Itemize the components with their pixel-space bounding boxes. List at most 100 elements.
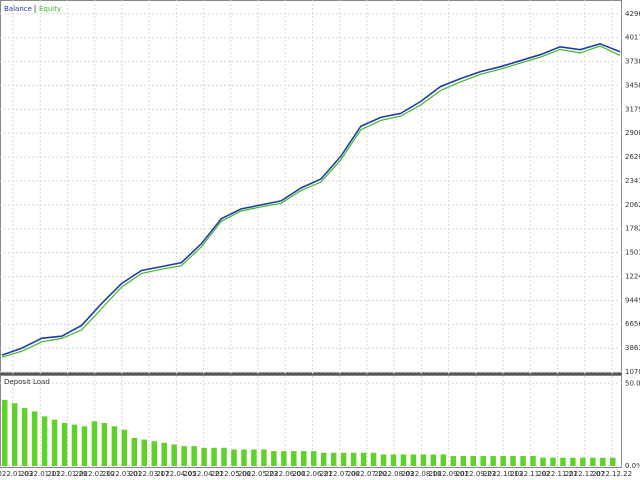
load-bar <box>600 457 606 466</box>
load-bar <box>231 449 237 466</box>
x-tick-label: 2022.06.21 <box>292 470 332 478</box>
y-tick-label: 23415 <box>625 177 640 185</box>
x-tick-label: 2022.11.02 <box>510 470 550 478</box>
load-bar <box>480 456 486 466</box>
load-bar <box>211 447 217 466</box>
load-bar <box>420 454 427 466</box>
y-tick-label: 3863 <box>625 344 640 352</box>
load-bar <box>261 449 267 466</box>
x-tick-label: 2022.09.01 <box>429 470 469 478</box>
load-bar <box>41 416 48 466</box>
load-bar <box>460 456 466 466</box>
x-tick-label: 2022.02.10 <box>75 470 115 478</box>
legend-equity: Equity <box>39 5 61 13</box>
load-bar <box>31 411 38 466</box>
y-tick-label: 15036 <box>625 249 640 257</box>
x-tick-label: 2022.07.06 <box>320 470 361 478</box>
labels: 1070 3863 6656 9449 12243 15036 17829 20622 2341… <box>0 10 640 478</box>
load-bar <box>490 456 496 466</box>
load-bar <box>2 399 8 466</box>
x-tick-label: 2022.08.16 <box>401 470 442 478</box>
load-bar <box>221 447 227 466</box>
load-bar <box>380 454 387 466</box>
load-bar <box>550 457 556 466</box>
load-bar <box>111 426 118 466</box>
load-bar <box>500 456 506 466</box>
load-bar <box>71 424 78 466</box>
load-bar <box>560 457 566 466</box>
load-bar <box>101 423 108 466</box>
x-tick-label: 2022.09.23 <box>456 470 496 478</box>
x-tick-label: 2022.03.17 <box>129 470 169 478</box>
y-tick-label: 40174 <box>625 34 640 42</box>
y-tick-label: 20622 <box>625 201 640 209</box>
marks <box>1 42 621 466</box>
load-bar <box>121 429 128 466</box>
y-tick-label: 9449 <box>625 296 640 304</box>
load-bar <box>81 426 88 466</box>
x-tick-label: 2022.11.21 <box>537 470 577 478</box>
load-bar <box>51 419 58 466</box>
x-tick-label: 2022.08.03 <box>374 470 414 478</box>
load-bar <box>370 452 377 466</box>
load-bar <box>350 452 357 466</box>
load-bar <box>21 408 28 466</box>
load-bar <box>590 457 596 466</box>
load-bar <box>470 456 476 466</box>
x-tick-label: 2022.12.07 <box>565 470 605 478</box>
load-bar <box>301 451 307 466</box>
y-tick-label: 0.0% <box>625 462 640 470</box>
x-tick-label: 2022.10.13 <box>483 470 523 478</box>
load-bar <box>360 452 367 466</box>
load-bar <box>440 454 447 466</box>
load-bar <box>450 456 457 466</box>
load-bar <box>281 451 287 466</box>
series-line <box>1 45 621 358</box>
y-tick-label: 31794 <box>625 105 640 113</box>
x-tick-label: 2022.06.06 <box>265 470 306 478</box>
y-tick-label: 37381 <box>625 58 640 66</box>
load-bar <box>311 451 317 466</box>
load-bar <box>330 452 337 466</box>
grid <box>0 0 622 467</box>
load-bar <box>151 441 157 466</box>
x-tick-label: 2022.03.01 <box>102 470 142 478</box>
load-bar <box>131 437 138 466</box>
load-bar <box>191 446 197 466</box>
x-tick-label: 2022.07.20 <box>347 470 387 478</box>
x-tick-label: 2022.05.06 <box>211 470 252 478</box>
load-bar <box>11 403 18 466</box>
y-tick-label: 26208 <box>625 153 640 161</box>
load-bar <box>400 454 407 466</box>
load-bar <box>520 456 526 466</box>
load-bar <box>181 446 187 466</box>
y-tick-label: 34588 <box>625 81 640 89</box>
load-bar <box>340 452 347 466</box>
load-bar <box>171 444 177 466</box>
load-bar <box>141 439 148 466</box>
load-bar <box>570 457 576 466</box>
load-bar <box>91 421 98 466</box>
x-tick-label: 2022.01.03 <box>0 470 33 478</box>
x-tick-label: 2022.04.21 <box>184 470 224 478</box>
load-bar <box>390 454 397 466</box>
legend-balance: Balance <box>4 5 32 13</box>
y-tick-label: 6656 <box>625 320 640 328</box>
load-bar <box>251 449 257 466</box>
load-bar <box>61 423 68 466</box>
load-bar <box>320 452 327 466</box>
load-bar <box>291 451 297 466</box>
load-bar <box>430 454 437 466</box>
y-tick-label: 50.0% <box>625 379 640 387</box>
series-line <box>1 42 621 356</box>
load-bar <box>530 456 536 466</box>
load-bar <box>580 457 586 466</box>
load-bar <box>201 447 207 466</box>
y-tick-label: 1070 <box>625 368 640 376</box>
load-bar <box>271 451 277 466</box>
x-tick-label: 2022.01.26 <box>47 470 88 478</box>
panel-title: Deposit Load <box>4 378 50 386</box>
x-tick-label: 2022.01.11 <box>20 470 60 478</box>
y-tick-label: 29001 <box>625 129 640 137</box>
